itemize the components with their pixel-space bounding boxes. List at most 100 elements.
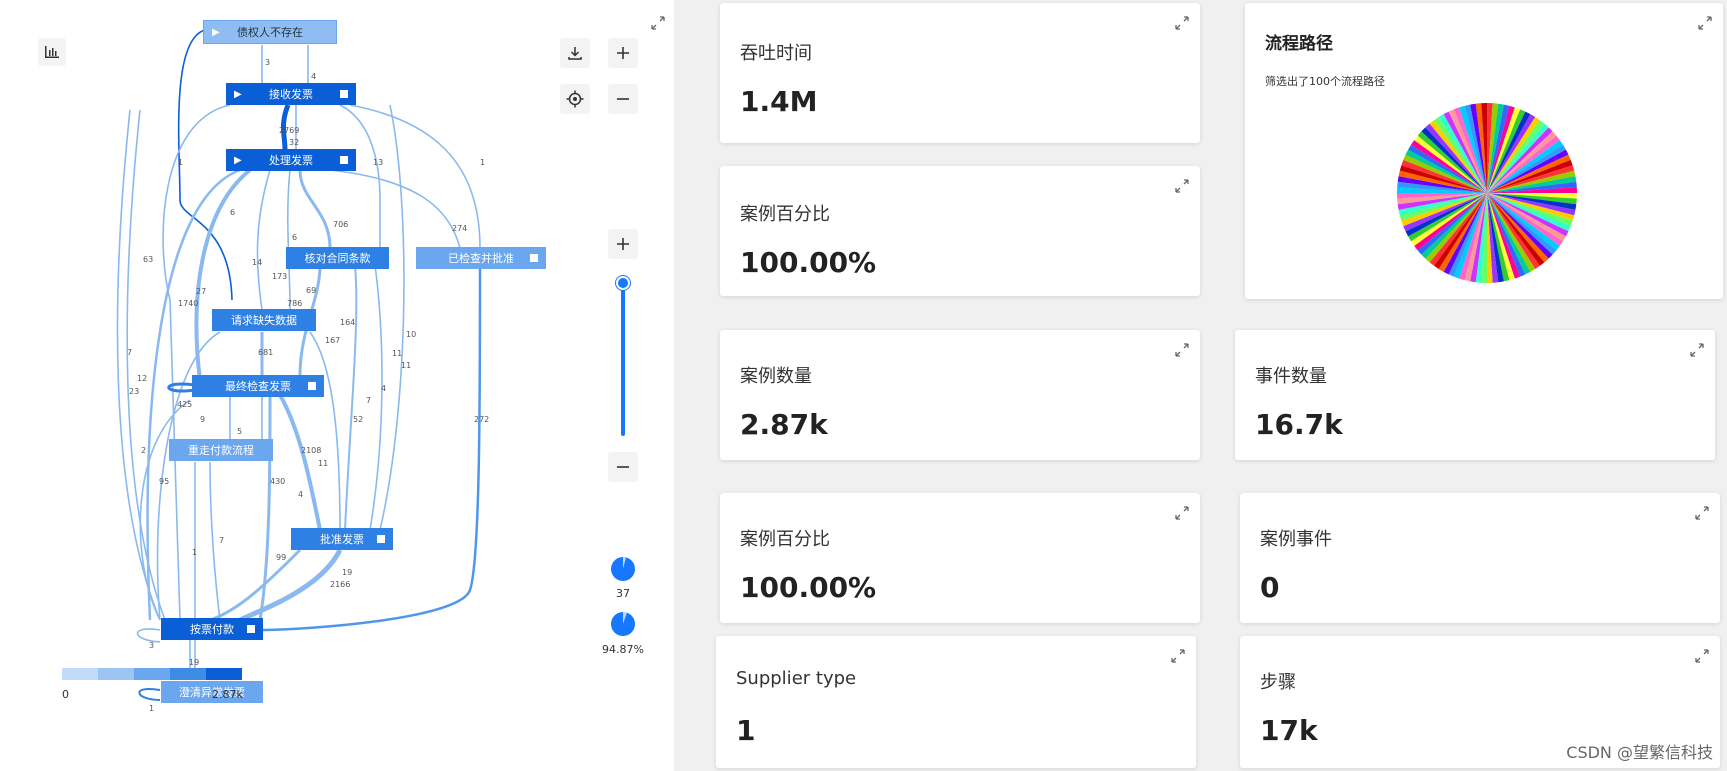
node-receive-invoice[interactable]: ▶ 接收发票: [226, 83, 356, 105]
pie-slice: [1405, 149, 1487, 193]
pie-slice: [1487, 193, 1521, 279]
card-process-paths: 流程路径 筛选出了100个流程路径: [1245, 3, 1723, 299]
card-value: 1: [736, 714, 756, 747]
pie-slice: [1397, 193, 1487, 199]
pie-slice: [1399, 165, 1487, 193]
card-value: 100.00%: [740, 571, 877, 604]
edge: [286, 169, 291, 311]
pie-slice: [1487, 120, 1545, 193]
edge: [209, 548, 302, 622]
node-label: 已检查并批准: [448, 252, 514, 265]
node-request-missing-data[interactable]: 请求缺失数据: [212, 309, 316, 331]
card-case-count: 案例数量 2.87k: [720, 330, 1200, 460]
locate-icon[interactable]: [560, 84, 590, 114]
edge: [177, 29, 233, 301]
edge: [278, 394, 322, 531]
expand-icon[interactable]: [1170, 648, 1186, 664]
expand-icon[interactable]: [650, 15, 666, 31]
node-rework-payment[interactable]: 重走付款流程: [169, 439, 273, 461]
card-throughput-time: 吞吐时间 1.4M: [720, 3, 1200, 143]
edge: [339, 104, 381, 248]
pie-slice: [1487, 193, 1531, 275]
expand-icon[interactable]: [1689, 342, 1705, 358]
pie-slice: [1487, 117, 1540, 193]
node-pay-invoice[interactable]: 按票付款: [161, 618, 263, 640]
pie-slice: [1429, 120, 1487, 193]
slider-handle[interactable]: [616, 276, 630, 290]
edge-label: 1: [178, 158, 184, 167]
slider-increase-button[interactable]: [608, 229, 638, 259]
expand-icon[interactable]: [1174, 505, 1190, 521]
pie-slice: [1487, 193, 1563, 246]
pie-slice: [1487, 193, 1549, 263]
start-icon: ▶: [234, 88, 242, 100]
edge: [209, 461, 221, 621]
pie-slice: [1487, 127, 1553, 193]
pie-slice: [1487, 109, 1526, 193]
end-icon: [340, 90, 348, 98]
node-approve-invoice[interactable]: 批准发票: [291, 528, 393, 550]
process-path-pie[interactable]: [1395, 101, 1579, 285]
pie-slice: [1487, 103, 1499, 193]
pie-slice: [1487, 107, 1521, 193]
node-check-contract[interactable]: 核对合同条款: [286, 247, 389, 269]
slider-percent: 94.87%: [602, 643, 644, 656]
zoom-in-button[interactable]: [608, 38, 638, 68]
zoom-out-button[interactable]: [608, 84, 638, 114]
slider-decrease-button[interactable]: [608, 452, 638, 482]
edge: [349, 104, 481, 249]
watermark: CSDN @望繁信科技: [1566, 743, 1713, 762]
expand-icon[interactable]: [1174, 342, 1190, 358]
pie-slice: [1487, 193, 1560, 251]
card-title: 流程路径: [1265, 34, 1333, 54]
download-icon[interactable]: [560, 38, 590, 68]
expand-icon[interactable]: [1174, 178, 1190, 194]
pie-slice: [1487, 193, 1569, 237]
slider-track[interactable]: [621, 282, 625, 436]
legend-swatch: [170, 668, 206, 680]
pie-slice: [1421, 193, 1487, 259]
slider-count: 37: [616, 587, 630, 600]
card-value: 17k: [1260, 714, 1318, 747]
node-label: 债权人不存在: [237, 26, 303, 39]
process-map-panel[interactable]: 37 94.87%: [0, 0, 674, 771]
expand-icon[interactable]: [1697, 15, 1713, 31]
card-case-percentage: 案例百分比 100.00%: [720, 166, 1200, 296]
edge-label: 7: [219, 536, 225, 545]
legend-swatch: [98, 668, 134, 680]
expand-icon[interactable]: [1174, 15, 1190, 31]
edge-label: 6: [230, 208, 236, 217]
pie-slice: [1487, 149, 1569, 193]
edge: [136, 628, 161, 643]
expand-icon[interactable]: [1694, 648, 1710, 664]
edge-label: 11: [392, 349, 403, 358]
edge-label: 69: [306, 286, 317, 295]
card-value: 100.00%: [740, 246, 877, 279]
edge-label: 1: [149, 704, 155, 713]
pie-slice: [1470, 193, 1487, 283]
node-clarify-exception[interactable]: 澄清异常发票: [161, 681, 263, 703]
bar-chart-icon[interactable]: [38, 38, 66, 66]
node-label: 请求缺失数据: [231, 314, 297, 327]
edge: [146, 168, 241, 621]
pie-slice: [1487, 193, 1553, 259]
node-creditor-missing[interactable]: ▶ 债权人不存在: [203, 20, 337, 44]
case-count-pie-icon: [611, 557, 635, 581]
card-label: 吞吐时间: [740, 43, 812, 64]
node-label: 核对合同条款: [304, 252, 371, 265]
edge: [344, 264, 358, 531]
node-final-check[interactable]: 最终检查发票: [192, 375, 324, 397]
pie-slice: [1398, 193, 1487, 216]
node-process-invoice[interactable]: ▶ 处理发票: [226, 149, 356, 171]
pie-slice: [1487, 193, 1577, 199]
node-checked-approved[interactable]: 已检查并批准: [416, 247, 546, 269]
edge: [379, 104, 405, 531]
edge-label: 7: [127, 348, 133, 357]
edge-label: 52: [353, 415, 364, 424]
pie-slice: [1464, 193, 1487, 282]
card-label: 案例事件: [1260, 529, 1332, 550]
expand-icon[interactable]: [1694, 505, 1710, 521]
edge-label: 19: [189, 658, 200, 667]
pie-slice: [1414, 193, 1487, 251]
pie-slice: [1487, 170, 1576, 193]
